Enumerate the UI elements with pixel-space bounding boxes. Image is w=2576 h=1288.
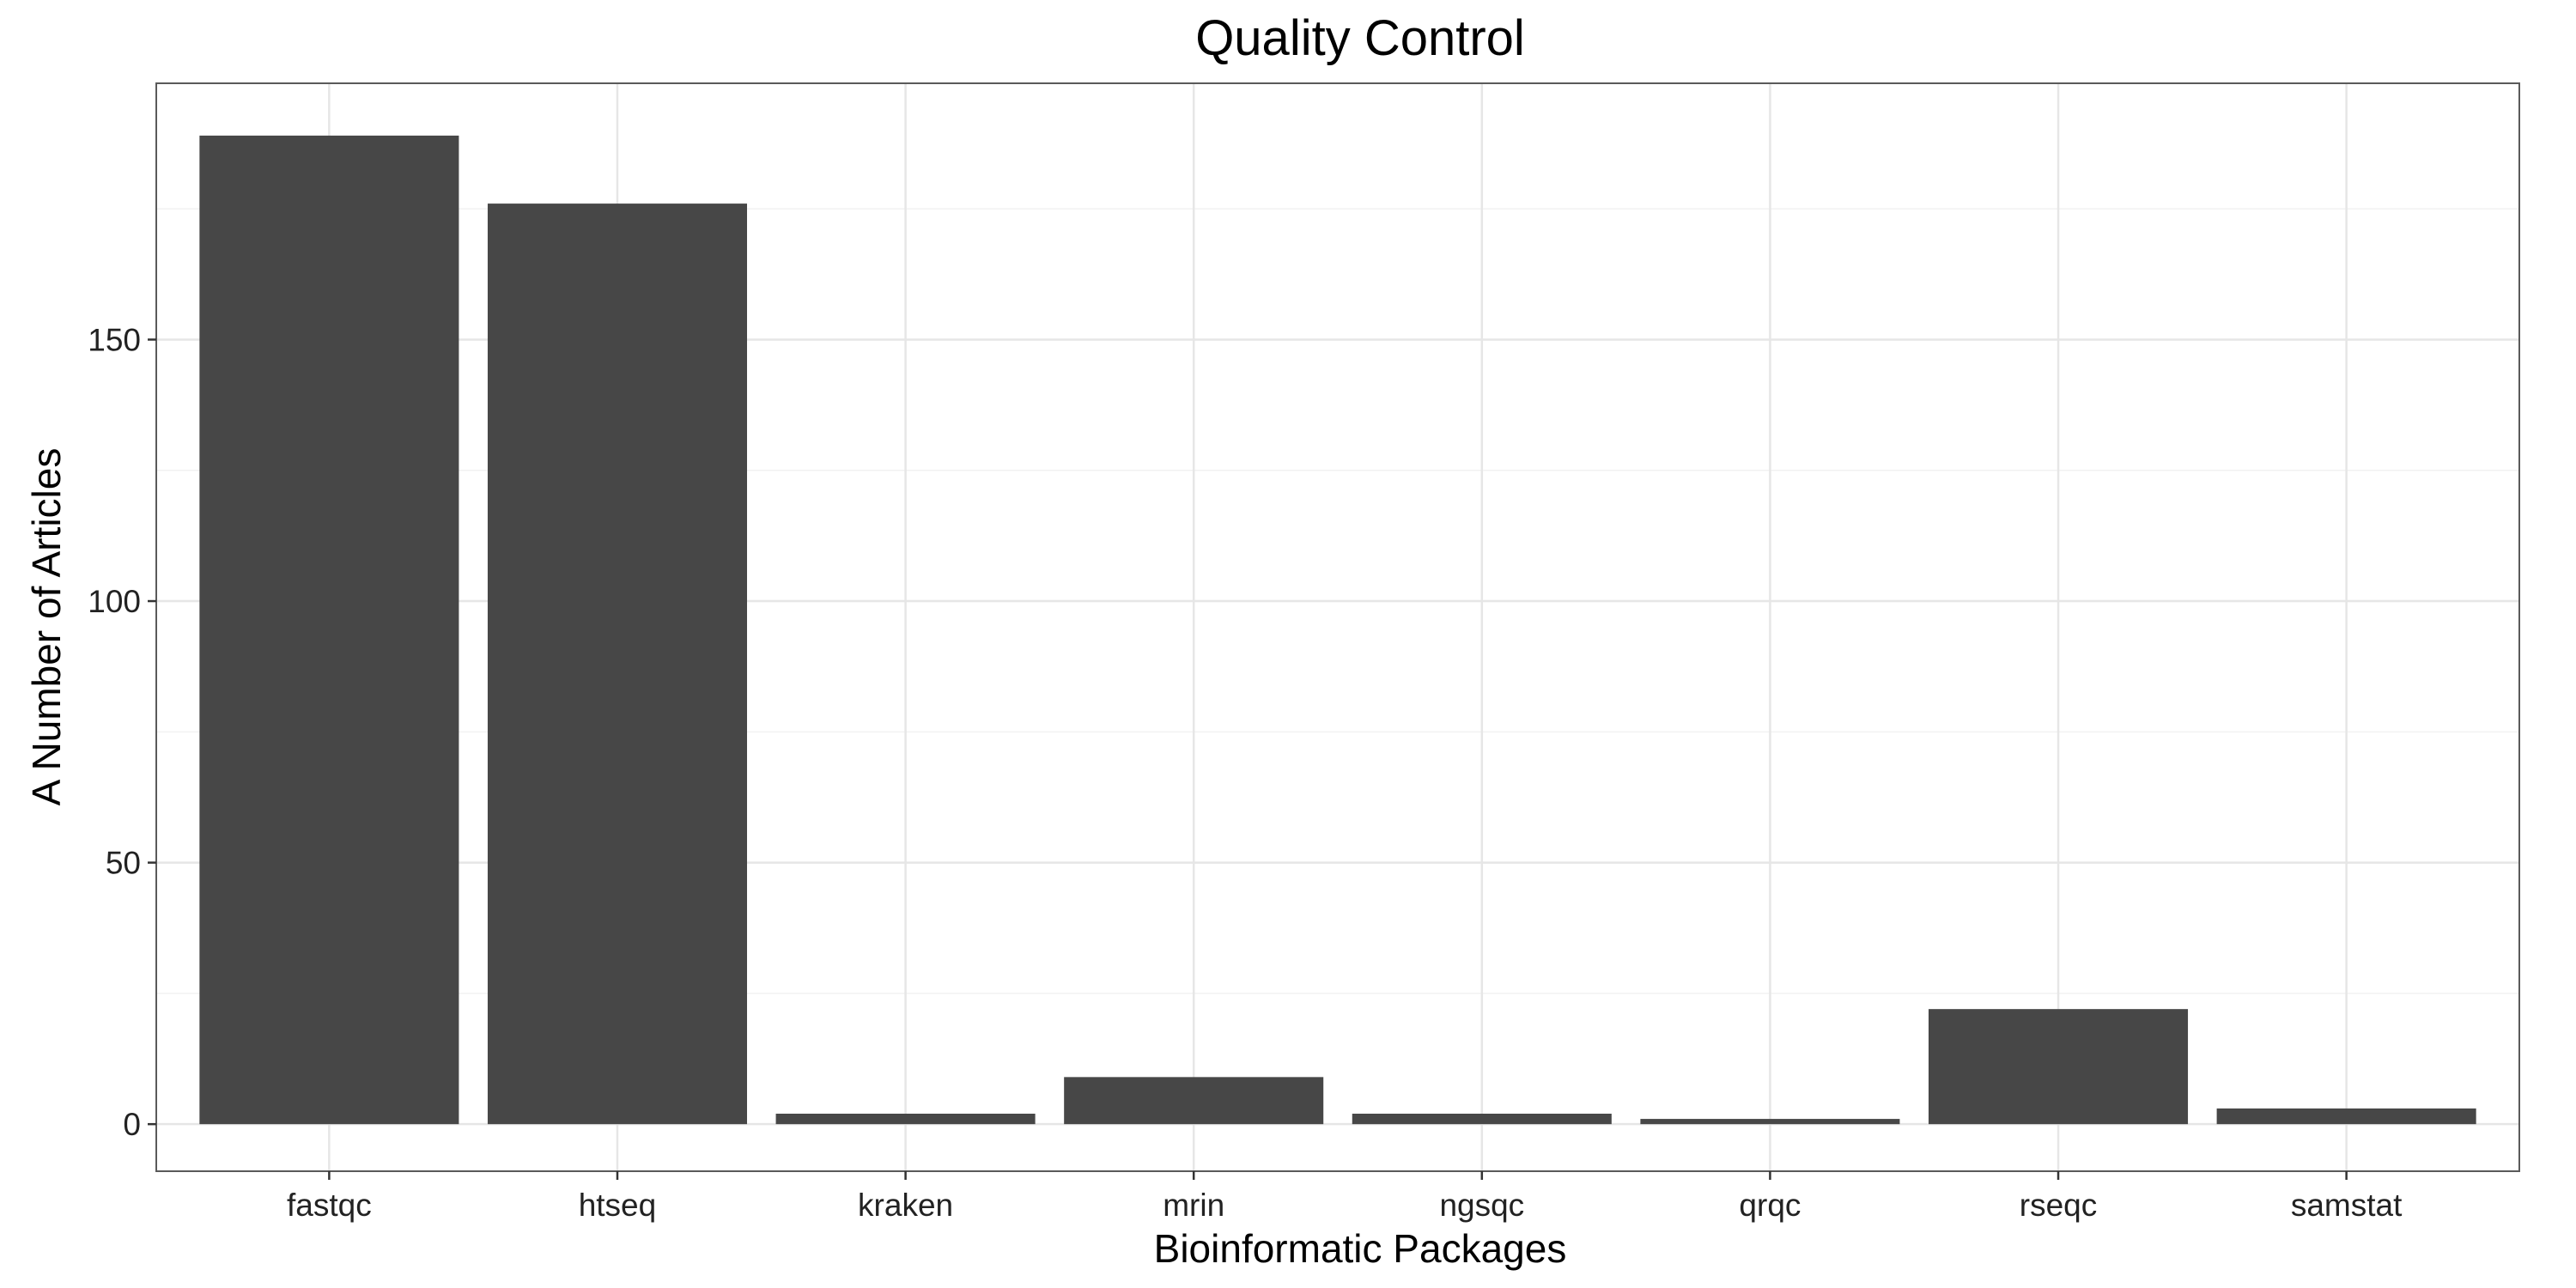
bar-mrin (1064, 1077, 1324, 1125)
y-axis: 0 50 100 150 (88, 322, 156, 1142)
chart-title: Quality Control (1195, 10, 1525, 66)
y-axis-title: A Number of Articles (24, 448, 69, 806)
y-tick-label: 100 (88, 584, 141, 619)
x-tick-label: samstat (2291, 1188, 2403, 1223)
bar-qrqc (1640, 1119, 1900, 1125)
y-tick-label: 150 (88, 322, 141, 357)
x-tick-label: kraken (858, 1188, 953, 1223)
x-tick-label: qrqc (1739, 1188, 1801, 1223)
bar-kraken (775, 1113, 1036, 1125)
x-axis: fastqc htseq kraken mrin ngsqc qrqc rseqc samst… (287, 1171, 2403, 1223)
y-tick-label: 0 (123, 1107, 141, 1142)
x-tick-label: mrin (1163, 1188, 1224, 1223)
x-tick-label: htseq (579, 1188, 657, 1223)
bar-fastqc (199, 135, 459, 1125)
bar-htseq (487, 204, 747, 1125)
y-tick-label: 50 (106, 846, 141, 881)
x-tick-label: fastqc (287, 1188, 372, 1223)
x-tick-label: ngsqc (1439, 1188, 1524, 1223)
x-tick-label: rseqc (2020, 1188, 2097, 1223)
bars (199, 135, 2476, 1125)
x-axis-title: Bioinformatic Packages (1154, 1226, 1567, 1271)
plot-panel-border (155, 82, 2520, 1172)
bar-rseqc (1929, 1009, 2189, 1125)
bar-samstat (2216, 1108, 2476, 1125)
bar-ngsqc (1352, 1113, 1612, 1125)
